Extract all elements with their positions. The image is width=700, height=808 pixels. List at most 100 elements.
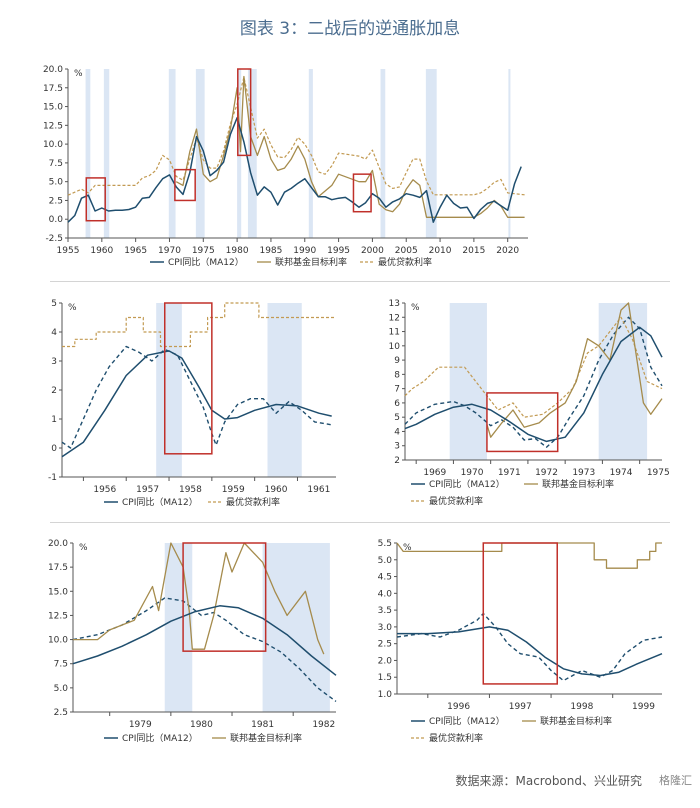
y-tick-label: 10.0 (43, 140, 63, 150)
y-tick-label: 4.5 (378, 573, 392, 583)
y-tick-label: 3 (394, 442, 400, 452)
recession-band (103, 69, 110, 238)
y-tick-label: 13 (389, 299, 400, 309)
series-line (397, 626, 663, 677)
separator-middle (50, 522, 670, 523)
legend-label: 联邦基金目标利率 (540, 715, 612, 727)
y-tick-label: 5.0 (378, 556, 393, 566)
x-tick-label: 2015 (462, 246, 485, 256)
recession-band (308, 69, 313, 238)
y-tick-label: 11 (389, 328, 400, 338)
y-tick-label: 5.5 (378, 539, 392, 549)
x-tick-label: 1980 (226, 246, 249, 256)
y-tick-label: 12.5 (48, 611, 68, 621)
series-line (62, 302, 336, 348)
legend-label: 联邦基金目标利率 (230, 732, 302, 744)
highlight-box (182, 542, 267, 652)
x-tick-label: 1965 (124, 246, 147, 256)
series-line (61, 345, 332, 449)
x-tick-label: 1985 (259, 246, 282, 256)
x-tick-label: 1969 (423, 468, 446, 478)
recession-band (164, 543, 193, 712)
x-tick-label: 1982 (312, 720, 335, 730)
x-tick-label: 2020 (496, 246, 519, 256)
y-tick-label: 5 (394, 413, 400, 423)
y-tick-label: 4.0 (378, 589, 393, 599)
highlight-box (164, 302, 213, 455)
legend-label: 最优贷款利率 (429, 495, 483, 507)
y-tick-label: 20.0 (43, 65, 63, 75)
y-tick-label: 1 (51, 415, 57, 425)
highlight-box (174, 168, 196, 202)
x-tick-label: 1975 (192, 246, 215, 256)
y-tick-label: 1.0 (378, 690, 393, 700)
y-tick-label: -1 (48, 473, 57, 483)
y-tick-label: 15.0 (48, 587, 68, 597)
x-tick-label: 1998 (570, 702, 593, 712)
x-tick-label: 1970 (461, 468, 484, 478)
series-line (175, 75, 525, 218)
x-tick-label: 1959 (222, 485, 245, 495)
x-tick-label: 1957 (136, 485, 159, 495)
highlight-box (486, 392, 559, 453)
y-tick-label: 12.5 (43, 121, 63, 131)
series-line (396, 612, 663, 682)
y-tick-label: 6 (394, 399, 400, 409)
y-tick-label: 2 (51, 386, 57, 396)
x-tick-label: 2010 (429, 246, 452, 256)
unit-label: % (411, 303, 420, 313)
chart-main: -2.5 0.0 2.5 5.0 7.5 10.0 12.5 15.0 17.5 20.0 % 195… (43, 65, 528, 268)
y-tick-label: 9 (394, 356, 400, 366)
x-tick-label: 1996 (447, 702, 470, 712)
legend-label: CPI同比（MA12） (429, 715, 505, 727)
y-tick-label: 17.5 (43, 84, 63, 94)
highlight-box (482, 542, 558, 685)
x-tick-label: 1990 (293, 246, 316, 256)
legend-label: CPI同比（MA12） (122, 496, 198, 508)
y-tick-label: 2 (394, 456, 400, 466)
legend-label: 最优贷款利率 (378, 256, 432, 268)
x-tick-label: 1955 (57, 246, 80, 256)
series-line (404, 326, 663, 443)
recession-band (156, 303, 182, 477)
recession-band (237, 69, 242, 238)
y-tick-label: 7.5 (54, 660, 68, 670)
series-line (67, 76, 525, 196)
legend-label: 联邦基金目标利率 (275, 256, 347, 268)
series-line (72, 605, 337, 676)
y-tick-label: 2.0 (378, 656, 393, 666)
recession-band (247, 69, 257, 238)
y-tick-label: 3.5 (378, 606, 392, 616)
legend-label: 联邦基金目标利率 (542, 478, 614, 490)
x-tick-label: 1999 (632, 702, 655, 712)
y-tick-label: 7.5 (49, 159, 63, 169)
recession-band (425, 69, 437, 238)
x-tick-label: 1970 (158, 246, 181, 256)
series-line (486, 302, 663, 438)
x-tick-label: 2000 (361, 246, 384, 256)
recession-band (508, 69, 511, 238)
x-tick-label: 1975 (647, 468, 670, 478)
y-tick-label: 10.0 (48, 636, 68, 646)
unit-label: % (79, 543, 88, 553)
y-tick-label: 0.0 (49, 215, 64, 225)
x-tick-label: 1997 (509, 702, 532, 712)
series-line (67, 117, 522, 223)
x-tick-label: 1956 (93, 485, 116, 495)
recession-band (380, 69, 386, 238)
y-tick-label: 7 (394, 385, 400, 395)
highlight-box (85, 177, 106, 222)
y-tick-label: 15.0 (43, 103, 63, 113)
x-tick-label: 1960 (265, 485, 288, 495)
x-tick-label: 1960 (90, 246, 113, 256)
y-tick-label: 12 (389, 313, 400, 323)
x-tick-label: 1980 (190, 720, 213, 730)
chart-p1996: 1.0 1.5 2.0 2.5 3.0 3.5 4.0 4.5 5.0 5.5 % 1996 1997 1… (378, 539, 663, 744)
y-tick-label: 2.5 (378, 640, 392, 650)
unit-label: % (74, 69, 83, 79)
y-tick-label: 5 (51, 299, 57, 309)
recession-band (449, 303, 487, 460)
recession-band (85, 69, 91, 238)
y-tick-label: 1.5 (378, 673, 392, 683)
